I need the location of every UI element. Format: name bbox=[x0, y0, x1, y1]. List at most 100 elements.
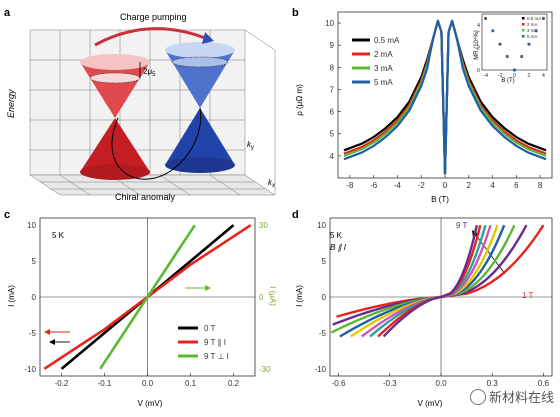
x-tick-label: 0.0 bbox=[142, 379, 154, 388]
inset-y-tick-label: 2 bbox=[477, 46, 480, 52]
panel-b-label: b bbox=[292, 7, 299, 19]
inset-marker bbox=[491, 29, 495, 33]
panel-b: b ρ (μΩ m) B (T) B (T) MR (10⁴%) -8 -6 -4 -… bbox=[290, 0, 560, 206]
red-arrow-left bbox=[44, 329, 70, 335]
y-tick-label: 10 bbox=[325, 19, 334, 28]
mu5-label: 2μ5 bbox=[143, 67, 156, 78]
inset-x-tick-label: 0 bbox=[513, 73, 516, 79]
x-tick-label: 6 bbox=[514, 181, 519, 190]
inset-legend-label: 2 mA bbox=[527, 22, 538, 27]
x-tick-label: 4 bbox=[490, 181, 495, 190]
panel-a-label: a bbox=[4, 7, 11, 19]
x-tick-label: -0.6 bbox=[332, 379, 346, 388]
legend-label: 0 T bbox=[204, 324, 216, 333]
panel-d-ylabel: I (mA) bbox=[295, 285, 304, 307]
inset-legend-label: 3 mA bbox=[527, 28, 538, 33]
y-tick-label: -5 bbox=[29, 329, 37, 338]
inset-legend-marker bbox=[522, 23, 525, 26]
x-tick-label: -4 bbox=[394, 181, 402, 190]
y-tick-label: 10 bbox=[317, 221, 326, 230]
inset-x-tick-label: 2 bbox=[527, 73, 530, 79]
inset-legend-marker bbox=[522, 35, 525, 38]
series-line bbox=[382, 224, 479, 338]
chiral-anomaly-loop bbox=[111, 107, 202, 180]
panel-c-chart: c 5 K I (mA) V (mV) I (μA) -0.2 -0.1 0.0 0.… bbox=[4, 209, 277, 408]
y-tick-label: 5 bbox=[32, 257, 37, 266]
series-line bbox=[332, 224, 528, 326]
y-tick-label: -10 bbox=[24, 365, 36, 374]
panel-d: d 5 K B ∥ I I (mA) V (mV) 9 T 1 T -0.6 -0… bbox=[290, 206, 560, 412]
y-tick-label: 5 bbox=[330, 130, 335, 139]
y2-tick-label: -30 bbox=[259, 365, 271, 374]
y-tick-label: 4 bbox=[330, 152, 335, 161]
left-weyl-cone bbox=[80, 54, 150, 180]
inset-ylabel: MR (10⁴%) bbox=[473, 30, 480, 60]
panel-d-condition: B ∥ I bbox=[330, 243, 347, 252]
x-tick-label: 0.2 bbox=[228, 379, 240, 388]
inset-marker bbox=[498, 42, 502, 46]
panel-b-ylabel: ρ (μΩ m) bbox=[295, 84, 304, 116]
legend-label: 3 mA bbox=[374, 64, 393, 73]
charge-pumping-arrowhead bbox=[202, 32, 214, 44]
inset-marker bbox=[505, 54, 509, 59]
panel-b-chart: b ρ (μΩ m) B (T) B (T) MR (10⁴%) -8 -6 -4 -… bbox=[292, 7, 553, 204]
inset-legend-label: 5 mA bbox=[527, 34, 538, 39]
x-tick-label: -0.1 bbox=[98, 379, 112, 388]
x-tick-label: 0.0 bbox=[435, 379, 447, 388]
annotation-9T: 9 T bbox=[456, 221, 468, 230]
x-tick-label: 2 bbox=[467, 181, 472, 190]
panel-a-figure: a Energy bbox=[4, 7, 276, 202]
black-arrow-left bbox=[49, 339, 70, 345]
inset-frame bbox=[481, 13, 548, 71]
legend-label: 9 T ⊥ I bbox=[204, 352, 229, 361]
legend-label: 0.5 mA bbox=[374, 36, 400, 45]
inset-x-tick-label: -4 bbox=[483, 73, 488, 79]
panel-c-ylabel: I (mA) bbox=[7, 285, 16, 307]
y-tick-label: 5 bbox=[322, 257, 327, 266]
panel-b-xlabel: B (T) bbox=[431, 195, 449, 204]
panel-a: a Energy bbox=[0, 0, 290, 206]
legend-label: 5 mA bbox=[374, 78, 393, 87]
y-tick-label: 8 bbox=[330, 63, 335, 72]
chiral-anomaly-label: Chiral anomaly bbox=[115, 192, 176, 202]
watermark: 新材料在线 bbox=[469, 387, 554, 406]
inset-legend-label: 0.5 mA bbox=[527, 16, 541, 21]
x-tick-label: -0.2 bbox=[55, 379, 69, 388]
legend-label: 9 T ∥ I bbox=[204, 338, 226, 347]
series-line bbox=[99, 224, 196, 370]
series-line bbox=[343, 19, 547, 175]
panel-c-xlabel: V (mV) bbox=[138, 399, 163, 408]
inset-marker bbox=[520, 54, 524, 59]
y-tick-label: 7 bbox=[330, 85, 335, 94]
kx-label: kx bbox=[268, 178, 276, 189]
y-tick-label: 0 bbox=[32, 293, 37, 302]
y-tick-label: -10 bbox=[314, 365, 326, 374]
annotation-1T: 1 T bbox=[522, 291, 534, 300]
inset-y-tick-label: 4 bbox=[477, 23, 480, 29]
x-tick-label: 0.1 bbox=[185, 379, 197, 388]
x-tick-label: 0 bbox=[443, 181, 448, 190]
ky-label: ky bbox=[247, 140, 255, 151]
series-line bbox=[330, 224, 516, 334]
watermark-text: 新材料在线 bbox=[488, 390, 554, 405]
y2-tick-label: 0 bbox=[259, 293, 264, 302]
energy-box-grid bbox=[29, 29, 276, 196]
panel-d-label: d bbox=[292, 209, 299, 221]
legend-label: 2 mA bbox=[374, 50, 393, 59]
panel-c: c 5 K I (mA) V (mV) I (μA) -0.2 -0.1 0.0 0.… bbox=[0, 206, 280, 412]
green-arrow-right bbox=[185, 285, 211, 291]
panel-d-temp: 5 K bbox=[330, 231, 343, 240]
energy-axis-label: Energy bbox=[6, 89, 16, 118]
x-tick-label: -8 bbox=[346, 181, 354, 190]
panel-c-label: c bbox=[4, 209, 10, 221]
inset-marker bbox=[484, 16, 488, 21]
series-line bbox=[336, 224, 545, 318]
y-tick-label: 9 bbox=[330, 41, 335, 50]
charge-pumping-arrow bbox=[94, 27, 211, 47]
x-tick-label: -0.3 bbox=[383, 379, 397, 388]
panel-c-temp: 5 K bbox=[52, 231, 65, 240]
x-tick-label: 0.6 bbox=[538, 379, 550, 388]
y-tick-label: 6 bbox=[330, 108, 335, 117]
inset-marker bbox=[527, 42, 531, 46]
x-tick-label: -6 bbox=[370, 181, 378, 190]
